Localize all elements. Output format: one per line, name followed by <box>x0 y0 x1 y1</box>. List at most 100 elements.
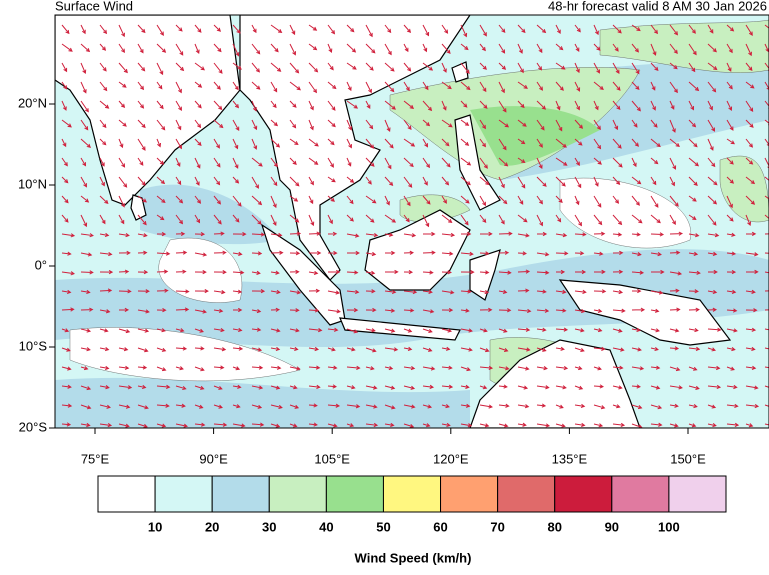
wind-arrow <box>688 423 697 428</box>
wind-arrow <box>593 404 606 410</box>
wind-arrow <box>346 270 359 275</box>
wind-arrow <box>498 347 509 352</box>
wind-arrow <box>403 214 410 223</box>
wind-arrow <box>479 404 493 409</box>
wind-arrow <box>726 384 738 390</box>
wind-arrow <box>460 289 472 294</box>
wind-arrow <box>479 385 488 390</box>
wind-arrow <box>631 176 642 185</box>
wind-arrow <box>251 138 258 150</box>
wind-arrow <box>99 81 108 92</box>
wind-arrow <box>745 231 757 237</box>
wind-arrow <box>650 346 659 352</box>
wind-arrow <box>669 119 676 133</box>
wind-arrow <box>650 176 657 186</box>
wind-arrow <box>80 307 94 312</box>
wind-arrow <box>289 251 301 256</box>
sumatra <box>260 223 346 326</box>
wind-arrow <box>650 157 659 165</box>
wind-arrow <box>593 119 601 131</box>
wind-arrow <box>479 138 487 148</box>
wind-arrow <box>346 233 360 238</box>
wind-arrow <box>61 422 72 427</box>
wind-arrow <box>574 24 581 33</box>
wind-arrow <box>726 176 735 184</box>
wind-arrow <box>327 347 336 352</box>
wind-arrow <box>574 366 583 371</box>
wind-arrow <box>555 195 563 204</box>
wind-arrow <box>669 62 678 70</box>
wind-arrow <box>536 157 543 170</box>
wind-arrow <box>118 423 130 428</box>
wind-arrow <box>384 289 397 295</box>
wind-arrow <box>194 195 202 204</box>
wind-arrow <box>175 269 187 274</box>
wind-arrow <box>384 250 396 256</box>
wind-arrow <box>270 307 281 312</box>
wind-arrow <box>593 231 606 236</box>
wind-arrow <box>745 385 759 390</box>
wind-arrow <box>137 119 146 129</box>
wind-arrow <box>118 81 127 88</box>
wind-arrow <box>536 289 547 294</box>
wind-arrow <box>403 385 416 390</box>
wind-arrow <box>346 119 352 131</box>
wind-arrow <box>80 233 94 238</box>
wind-arrow <box>422 62 434 71</box>
wind-arrow <box>327 43 333 54</box>
wind-arrow <box>118 100 126 109</box>
wind-arrow <box>631 43 639 53</box>
colorbar-label: Wind Speed (km/h) <box>355 550 472 565</box>
wind-arrow <box>688 346 701 351</box>
wind-arrow <box>232 307 243 313</box>
wind-arrow <box>232 346 244 351</box>
wind-arrow <box>99 24 108 35</box>
wind-arrow <box>631 119 638 128</box>
wind-arrow <box>726 195 733 209</box>
wind-arrow <box>365 404 378 409</box>
wind-arrow <box>764 100 769 109</box>
wind-arrow <box>498 423 509 428</box>
wind-arrow <box>460 24 468 38</box>
wind-arrow <box>669 231 684 236</box>
wind-arrow <box>403 328 413 333</box>
wind-arrow <box>422 176 428 186</box>
wind-arrow <box>498 119 510 128</box>
wind-arrow <box>156 195 166 204</box>
wind-arrow <box>99 270 114 275</box>
wind-arrow <box>137 423 148 428</box>
wind-arrow <box>403 62 412 72</box>
wind-arrow <box>232 81 239 91</box>
wind-arrow <box>574 289 587 295</box>
wind-arrow <box>555 269 566 275</box>
wind-arrow <box>422 250 436 255</box>
wind-arrow <box>422 384 435 389</box>
wind-arrow <box>118 43 125 54</box>
wind-arrow <box>346 423 355 428</box>
wind-arrow <box>593 366 602 371</box>
wind-arrow <box>289 366 301 371</box>
wind-arrow <box>707 24 714 34</box>
wind-arrow <box>726 328 738 333</box>
philippines <box>454 114 501 211</box>
wind-arrow <box>365 347 377 353</box>
wind-arrow <box>612 365 624 370</box>
wind-arrow <box>574 195 580 206</box>
wind-arrow <box>61 195 69 204</box>
wind-arrow <box>346 328 359 334</box>
wind-arrow <box>479 81 487 93</box>
wind-arrow <box>99 138 107 146</box>
wind-arrow <box>460 81 471 91</box>
wind-arrow <box>384 328 396 333</box>
wind-arrow <box>574 251 585 256</box>
wind-arrow <box>555 289 567 294</box>
wind-arrow <box>574 176 582 189</box>
wind-arrow <box>726 251 737 256</box>
wind-arrow <box>270 423 281 428</box>
wind-arrow <box>726 308 738 313</box>
wind-arrow <box>270 176 278 187</box>
wind-arrow <box>232 138 239 150</box>
wind-arrow <box>593 176 599 187</box>
wind-arrow <box>156 384 171 389</box>
wind-arrow <box>403 423 415 428</box>
